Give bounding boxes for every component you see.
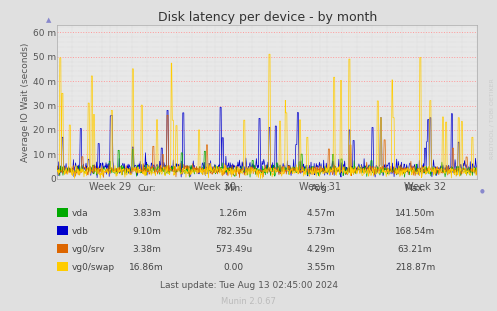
Text: 4.29m: 4.29m: [306, 245, 335, 253]
Text: Cur:: Cur:: [137, 184, 156, 193]
Y-axis label: Average IO Wait (seconds): Average IO Wait (seconds): [21, 42, 30, 161]
Text: 168.54m: 168.54m: [395, 227, 435, 235]
Text: 63.21m: 63.21m: [398, 245, 432, 253]
Text: RRDTOOL / TOBI OETIKER: RRDTOOL / TOBI OETIKER: [489, 78, 494, 159]
Text: 0.00: 0.00: [224, 263, 244, 272]
Text: ●: ●: [479, 188, 484, 193]
Text: 573.49u: 573.49u: [215, 245, 252, 253]
Text: 218.87m: 218.87m: [395, 263, 435, 272]
Text: 9.10m: 9.10m: [132, 227, 161, 235]
Text: vdb: vdb: [72, 227, 89, 235]
Text: 16.86m: 16.86m: [129, 263, 164, 272]
Text: 3.55m: 3.55m: [306, 263, 335, 272]
Text: Avg:: Avg:: [311, 184, 331, 193]
Text: vda: vda: [72, 209, 88, 217]
Text: Max:: Max:: [404, 184, 426, 193]
Text: vg0/swap: vg0/swap: [72, 263, 115, 272]
Text: ▲: ▲: [46, 17, 52, 23]
Text: Last update: Tue Aug 13 02:45:00 2024: Last update: Tue Aug 13 02:45:00 2024: [160, 281, 337, 290]
Text: 5.73m: 5.73m: [306, 227, 335, 235]
Text: Munin 2.0.67: Munin 2.0.67: [221, 297, 276, 306]
Text: 3.83m: 3.83m: [132, 209, 161, 217]
Text: 3.38m: 3.38m: [132, 245, 161, 253]
Text: 141.50m: 141.50m: [395, 209, 435, 217]
Text: vg0/srv: vg0/srv: [72, 245, 106, 253]
Text: 4.57m: 4.57m: [306, 209, 335, 217]
Title: Disk latency per device - by month: Disk latency per device - by month: [158, 11, 377, 24]
Text: Min:: Min:: [224, 184, 243, 193]
Text: 1.26m: 1.26m: [219, 209, 248, 217]
Text: 782.35u: 782.35u: [215, 227, 252, 235]
